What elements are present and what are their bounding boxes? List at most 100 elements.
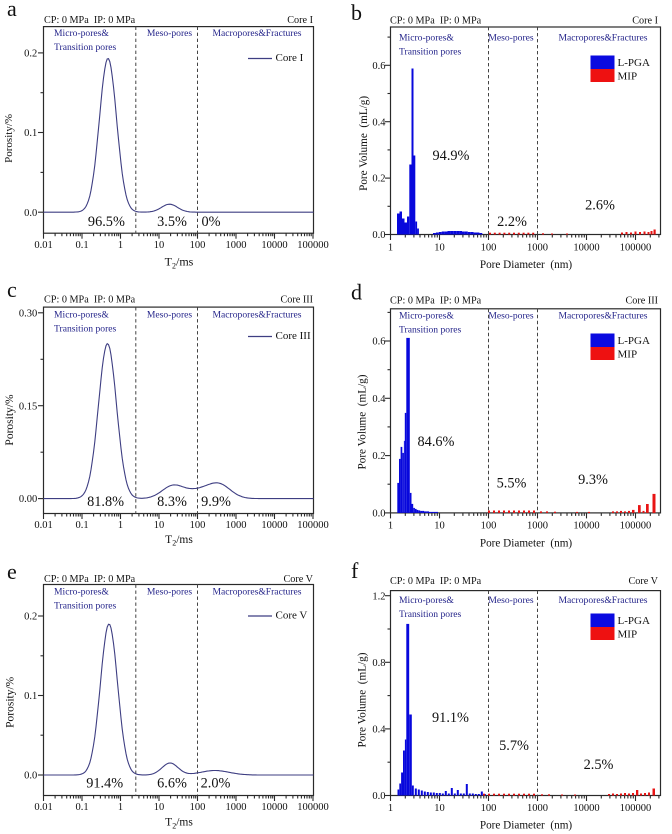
svg-text:100000: 100000 (620, 521, 652, 532)
svg-text:Transition pores: Transition pores (54, 42, 117, 53)
svg-text:MIP: MIP (618, 349, 638, 361)
svg-text:Porosity/%: Porosity/% (3, 114, 15, 163)
svg-text:CP: 0 MPa IP: 0 MPa: CP: 0 MPa IP: 0 MPa (44, 295, 136, 306)
svg-text:b: b (351, 0, 362, 25)
svg-text:Macropores&Fractures: Macropores&Fractures (213, 587, 302, 598)
svg-text:L-PGA: L-PGA (618, 615, 650, 627)
svg-text:10: 10 (154, 802, 165, 813)
svg-text:0.30: 0.30 (19, 308, 37, 319)
svg-text:Transition pores: Transition pores (399, 609, 462, 620)
svg-text:Micro-pores&: Micro-pores& (54, 309, 109, 320)
svg-text:CP: 0 MPa IP: 0 MPa: CP: 0 MPa IP: 0 MPa (390, 296, 482, 307)
svg-text:T2/ms: T2/ms (165, 817, 193, 831)
svg-text:Macropores&Fractures: Macropores&Fractures (213, 28, 302, 39)
svg-text:84.6%: 84.6% (418, 434, 455, 450)
svg-text:100000: 100000 (620, 243, 652, 254)
svg-text:d: d (351, 280, 362, 305)
svg-text:100: 100 (481, 803, 497, 814)
svg-text:Core I: Core I (287, 15, 313, 26)
svg-text:Core III: Core III (280, 295, 313, 306)
svg-text:10: 10 (434, 243, 445, 254)
svg-text:0.4: 0.4 (372, 725, 386, 736)
svg-text:MIP: MIP (618, 71, 638, 83)
svg-text:0.0: 0.0 (24, 771, 37, 782)
svg-text:0.2: 0.2 (24, 49, 37, 60)
svg-text:1.2: 1.2 (372, 591, 385, 602)
svg-text:10: 10 (434, 521, 445, 532)
svg-text:2.2%: 2.2% (497, 214, 527, 230)
svg-text:Macropores&Fractures: Macropores&Fractures (213, 309, 302, 320)
svg-text:100: 100 (190, 240, 206, 251)
svg-text:T2/ms: T2/ms (165, 255, 194, 271)
svg-text:Micro-pores&: Micro-pores& (399, 33, 454, 44)
svg-text:1000: 1000 (226, 240, 247, 251)
svg-text:Core I: Core I (276, 52, 304, 64)
svg-text:0.2: 0.2 (24, 612, 37, 623)
svg-text:Micro-pores&: Micro-pores& (54, 28, 109, 39)
svg-text:Meso-pores: Meso-pores (488, 595, 534, 606)
svg-text:0.8: 0.8 (372, 658, 385, 669)
svg-text:2.5%: 2.5% (584, 757, 614, 773)
svg-text:0.00: 0.00 (19, 494, 37, 505)
svg-text:1: 1 (388, 521, 393, 532)
svg-text:0.15: 0.15 (19, 401, 37, 412)
svg-text:Transition pores: Transition pores (399, 325, 462, 336)
svg-text:100: 100 (481, 521, 497, 532)
svg-text:0.1: 0.1 (75, 240, 88, 251)
svg-text:3.5%: 3.5% (157, 214, 187, 230)
svg-text:Pore Diameter (nm): Pore Diameter (nm) (480, 259, 573, 271)
svg-text:MIP: MIP (618, 629, 638, 641)
svg-text:Pore Volume (mL/g): Pore Volume (mL/g) (357, 652, 369, 747)
svg-text:10: 10 (154, 240, 165, 251)
svg-text:0.01: 0.01 (34, 240, 52, 251)
svg-text:1: 1 (118, 520, 123, 531)
svg-text:5.5%: 5.5% (497, 476, 527, 492)
svg-text:Core I: Core I (632, 16, 658, 27)
svg-text:100000: 100000 (297, 802, 329, 813)
svg-text:Transition pores: Transition pores (54, 323, 117, 334)
svg-text:100: 100 (190, 520, 206, 531)
svg-text:Macropores&Fractures: Macropores&Fractures (559, 311, 648, 322)
svg-text:96.5%: 96.5% (88, 214, 125, 230)
svg-text:CP: 0 MPa IP: 0 MPa: CP: 0 MPa IP: 0 MPa (44, 574, 136, 585)
svg-text:0.6: 0.6 (372, 61, 385, 72)
svg-text:f: f (351, 558, 359, 583)
svg-text:0.2: 0.2 (372, 451, 385, 462)
svg-text:e: e (7, 559, 17, 584)
svg-text:10000: 10000 (261, 520, 287, 531)
svg-text:10: 10 (154, 520, 165, 531)
svg-text:1000: 1000 (226, 520, 247, 531)
svg-text:Core V: Core V (283, 574, 313, 585)
svg-text:0.01: 0.01 (34, 802, 52, 813)
svg-text:1000: 1000 (527, 803, 548, 814)
svg-text:L-PGA: L-PGA (618, 335, 650, 347)
svg-text:CP: 0 MPa IP: 0 MPa: CP: 0 MPa IP: 0 MPa (44, 15, 136, 26)
svg-text:Meso-pores: Meso-pores (147, 587, 193, 598)
svg-text:91.1%: 91.1% (432, 710, 469, 726)
svg-text:c: c (7, 278, 17, 302)
svg-text:Micro-pores&: Micro-pores& (399, 595, 454, 606)
svg-text:0.0: 0.0 (372, 509, 385, 520)
svg-text:CP: 0 MPa IP: 0 MPa: CP: 0 MPa IP: 0 MPa (390, 16, 482, 27)
svg-text:0.1: 0.1 (24, 691, 37, 702)
svg-text:Core III: Core III (625, 296, 658, 307)
svg-text:10: 10 (434, 803, 445, 814)
svg-text:0.6: 0.6 (372, 337, 385, 348)
svg-text:100: 100 (190, 802, 206, 813)
svg-text:1: 1 (118, 240, 123, 251)
svg-text:10000: 10000 (573, 521, 599, 532)
svg-text:1000: 1000 (226, 802, 247, 813)
svg-text:10000: 10000 (261, 802, 287, 813)
svg-text:1000: 1000 (527, 243, 548, 254)
svg-text:0.4: 0.4 (372, 394, 386, 405)
svg-text:1: 1 (388, 803, 393, 814)
svg-text:0.0: 0.0 (24, 208, 37, 219)
svg-text:100000: 100000 (620, 803, 652, 814)
svg-text:10000: 10000 (573, 803, 599, 814)
svg-text:CP: 0 MPa IP: 0 MPa: CP: 0 MPa IP: 0 MPa (390, 576, 482, 587)
svg-text:2.0%: 2.0% (201, 776, 231, 792)
svg-text:0%: 0% (201, 214, 220, 230)
svg-text:a: a (7, 0, 17, 21)
svg-text:2.6%: 2.6% (585, 198, 615, 214)
svg-text:10000: 10000 (573, 243, 599, 254)
